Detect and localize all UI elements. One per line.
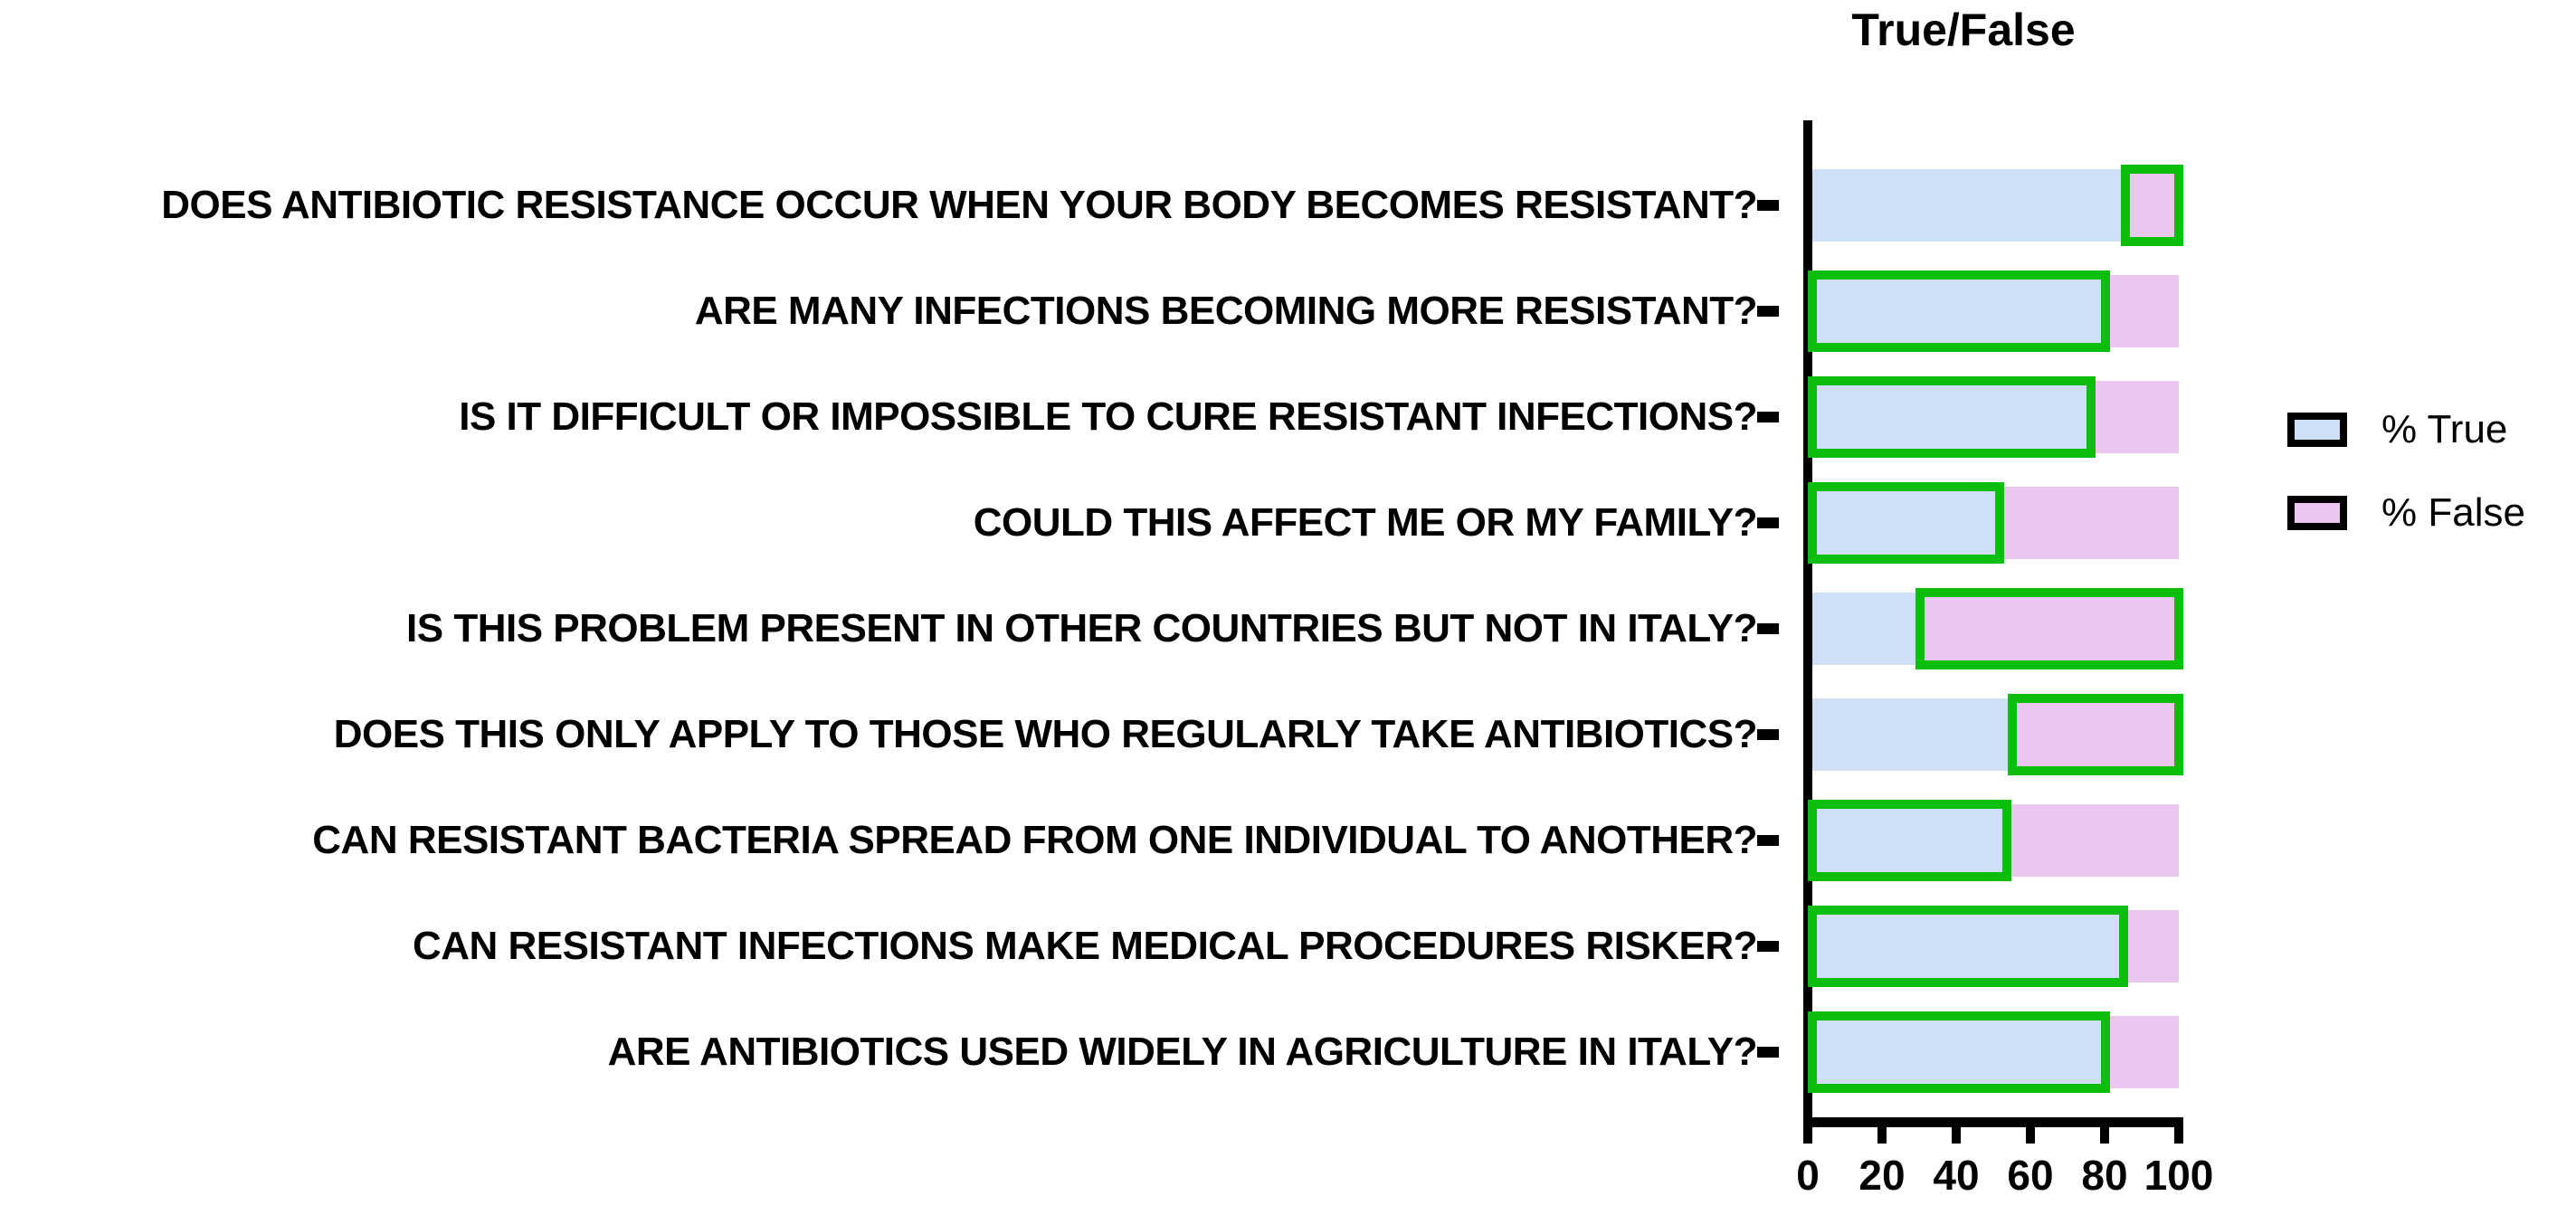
y-axis-tick (1757, 411, 1779, 422)
legend: % True % False (2287, 407, 2525, 574)
chart-row: COULD THIS AFFECT ME OR MY FAMILY? (0, 470, 2179, 575)
question-label: CAN RESISTANT BACTERIA SPREAD FROM ONE I… (312, 817, 1757, 862)
stacked-bar (1808, 799, 2179, 881)
stacked-bar (1808, 481, 2179, 564)
false-segment (2008, 803, 2179, 877)
question-label: COULD THIS AFFECT ME OR MY FAMILY? (973, 499, 1758, 545)
true-segment (1808, 1011, 2110, 1093)
x-axis-tick (2026, 1127, 2035, 1144)
false-segment (2001, 486, 2179, 559)
question-label: ARE MANY INFECTIONS BECOMING MORE RESIST… (694, 288, 1758, 333)
false-segment (2107, 274, 2179, 347)
false-segment (2121, 164, 2183, 246)
stacked-bar (1812, 164, 2183, 246)
true-segment (1808, 375, 2096, 458)
x-axis-tick (1803, 1127, 1812, 1144)
x-axis-tick-label: 80 (2081, 1152, 2128, 1199)
y-axis-tick (1757, 940, 1779, 952)
legend-item: % False (2287, 490, 2525, 536)
y-axis-tick (1757, 834, 1779, 846)
y-axis-tick (1757, 199, 1779, 211)
x-axis-line (1803, 1117, 2183, 1127)
true-segment (1808, 481, 2004, 564)
legend-item: % True (2287, 407, 2525, 452)
chart-row: IS IT DIFFICULT OR IMPOSSIBLE TO CURE RE… (0, 364, 2179, 470)
true-segment (1808, 799, 2011, 881)
question-label: CAN RESISTANT INFECTIONS MAKE MEDICAL PR… (412, 923, 1758, 968)
false-segment (1915, 587, 2183, 669)
legend-label: % False (2381, 490, 2525, 535)
chart-row: ARE ANTIBIOTICS USED WIDELY IN AGRICULTU… (0, 999, 2179, 1105)
x-axis-tick-label: 60 (2007, 1152, 2054, 1199)
y-axis-tick (1757, 728, 1779, 740)
legend-swatch (2287, 413, 2347, 447)
chart-row: DOES ANTIBIOTIC RESISTANCE OCCUR WHEN YO… (0, 152, 2183, 258)
x-axis-tick (1877, 1127, 1887, 1144)
question-label: ARE ANTIBIOTICS USED WIDELY IN AGRICULTU… (607, 1029, 1758, 1074)
x-axis-tick-label: 20 (1858, 1152, 1906, 1199)
x-axis-tick-label: 40 (1933, 1152, 1980, 1199)
y-axis-tick (1757, 622, 1779, 634)
x-axis-tick (2100, 1127, 2109, 1144)
legend-swatch (2287, 496, 2347, 530)
y-axis-tick (1757, 517, 1779, 528)
y-axis-tick (1757, 305, 1779, 317)
stacked-bar (1807, 905, 2179, 987)
x-axis-ticks: 0 20 40 60 80 100 (1796, 1127, 2213, 1209)
true-segment (1812, 698, 2010, 771)
true-segment (1812, 168, 2124, 242)
true-segment (1807, 905, 2129, 987)
stacked-bar (1812, 693, 2183, 775)
chart-row: DOES THIS ONLY APPLY TO THOSE WHO REGULA… (0, 681, 2183, 787)
question-label: DOES THIS ONLY APPLY TO THOSE WHO REGULA… (333, 711, 1758, 756)
stacked-bar (1808, 375, 2179, 458)
question-label: DOES ANTIBIOTIC RESISTANCE OCCUR WHEN YO… (161, 182, 1757, 227)
legend-label: % True (2381, 407, 2508, 451)
chart-row: CAN RESISTANT INFECTIONS MAKE MEDICAL PR… (0, 893, 2179, 999)
stacked-bar (1808, 270, 2179, 352)
chart-title: True/False (1851, 5, 2076, 55)
true-segment (1808, 270, 2110, 352)
false-segment (2007, 693, 2183, 775)
y-axis-tick (1757, 1046, 1779, 1058)
x-axis-tick-label: 0 (1796, 1152, 1820, 1199)
x-axis-tick-label: 100 (2143, 1152, 2214, 1199)
question-label: IS IT DIFFICULT OR IMPOSSIBLE TO CURE RE… (459, 394, 1757, 439)
y-axis-line (1803, 120, 1812, 1127)
x-axis-tick (2174, 1127, 2183, 1144)
false-segment (2107, 1015, 2179, 1088)
chart-row: CAN RESISTANT BACTERIA SPREAD FROM ONE I… (0, 787, 2179, 893)
chart-row: ARE MANY INFECTIONS BECOMING MORE RESIST… (0, 258, 2179, 364)
true-segment (1812, 592, 1919, 665)
question-label: IS THIS PROBLEM PRESENT IN OTHER COUNTRI… (406, 605, 1757, 650)
chart-row: IS THIS PROBLEM PRESENT IN OTHER COUNTRI… (0, 575, 2183, 681)
x-axis-tick (1952, 1127, 1961, 1144)
false-segment (2125, 909, 2179, 982)
stacked-bar (1808, 1011, 2179, 1093)
bar-rows-container: DOES ANTIBIOTIC RESISTANCE OCCUR WHEN YO… (0, 152, 2183, 1105)
false-segment (2092, 380, 2179, 453)
stacked-bar (1812, 587, 2183, 669)
